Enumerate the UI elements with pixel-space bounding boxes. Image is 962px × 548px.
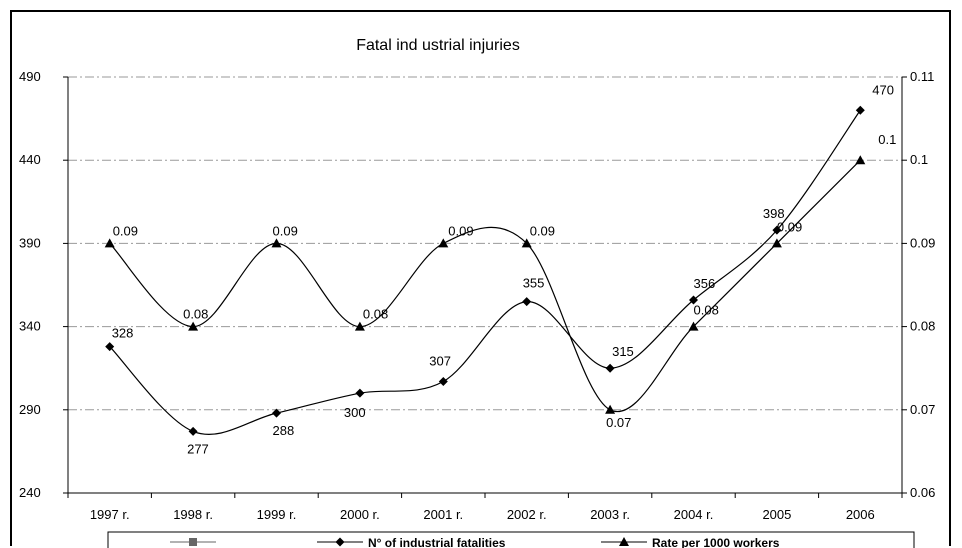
left-tick-label: 440 [19,152,41,167]
rate-point [188,321,199,331]
fatalities-data-label: 398 [763,206,785,221]
legend-label: Rate per 1000 workers [652,536,780,548]
x-tick-label: 1999 r. [257,507,297,522]
fatalities-point [605,363,615,373]
rate-data-label: 0.08 [183,307,208,322]
left-tick-label: 490 [19,69,41,84]
fatalities-series-line [109,109,861,435]
x-tick-label: 1997 r. [90,507,130,522]
fatalities-point [522,297,532,307]
chart-title: Fatal ind ustrial injuries [356,37,520,54]
fatalities-point [188,426,198,436]
fatalities-data-label: 356 [694,276,716,291]
left-tick-label: 290 [19,402,41,417]
fatalities-data-label: 300 [344,405,366,420]
legend-label: N° of industrial fatalities [368,536,506,548]
rate-data-label: 0.09 [113,223,138,238]
fatalities-data-label: 307 [429,354,451,369]
rate-data-label: 0.09 [777,219,802,234]
rate-data-label: 0.07 [606,415,631,430]
right-tick-label: 0.1 [910,152,928,167]
fatalities-data-label: 355 [523,276,545,291]
fatalities-data-label: 277 [187,441,209,456]
legend-box [107,531,915,548]
rate-point [688,321,699,331]
right-tick-label: 0.07 [910,402,935,417]
rate-point [354,321,365,331]
x-tick-label: 2002 r. [507,507,547,522]
rate-data-label: 0.09 [448,223,473,238]
legend-triangle-marker [619,537,629,546]
fatalities-data-label: 470 [872,82,894,97]
series [104,105,866,436]
rate-data-label: 0.09 [530,223,555,238]
rate-point [438,238,449,248]
rate-data-label: 0.08 [363,307,388,322]
fatalities-point [855,105,865,115]
left-tick-label: 240 [19,485,41,500]
x-tick-label: 2005 [762,507,791,522]
x-tick-label: 2004 r. [674,507,714,522]
legend-diamond-marker [335,537,345,547]
line-chart: Fatal ind ustrial injuries 240 290 340 390 4… [19,37,935,548]
fatalities-point [772,225,782,235]
rate-series-line [109,159,861,413]
right-tick-label: 0.06 [910,485,935,500]
fatalities-point [689,295,698,305]
left-tick-label: 390 [19,235,41,250]
x-tick-label: 2000 r. [340,507,380,522]
x-tick-label: 2003 r. [590,507,630,522]
x-tick-label: 2006 [846,507,875,522]
rate-point [104,238,115,248]
fatalities-data-label: 315 [612,344,634,359]
fatalities-point [272,408,281,418]
legend: N° of industrial fatalities Rate per 1000… [107,531,915,548]
chart-frame: Fatal ind ustrial injuries 240 290 340 390 4… [10,10,951,548]
rate-point [271,238,282,248]
fatalities-point [355,388,365,398]
rate-data-label: 0.08 [694,303,719,318]
right-tick-label: 0.08 [910,319,935,334]
x-tick-label: 2001 r. [423,507,463,522]
fatalities-point [105,342,115,352]
axes: 240 290 340 390 440 490 0.06 0.07 0.08 0.09 0.1 0.1… [19,69,935,522]
rate-point [521,238,532,248]
fatalities-point [438,377,448,387]
data-labels: 328 277 288 300 307 355 315 356 398 470 0.09 0.08 0.… [112,82,897,456]
right-tick-label: 0.09 [910,235,935,250]
left-tick-label: 340 [19,319,41,334]
rate-data-label: 0.1 [878,132,896,147]
rate-point [605,404,616,414]
rate-point [771,238,782,248]
right-tick-label: 0.11 [910,69,934,84]
rate-point [855,155,866,165]
grid-lines [68,76,902,411]
legend-square-marker [189,538,197,546]
fatalities-data-label: 328 [112,326,134,341]
rate-data-label: 0.09 [273,223,298,238]
fatalities-data-label: 288 [273,423,295,438]
x-tick-label: 1998 r. [173,507,213,522]
